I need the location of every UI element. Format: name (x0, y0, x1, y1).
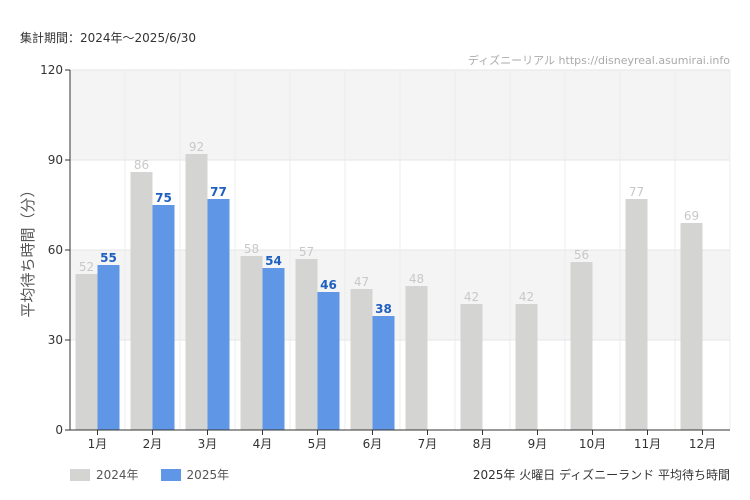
y-tick-label: 120 (40, 63, 63, 77)
bar (152, 205, 175, 430)
bar (75, 274, 98, 430)
y-tick-labels: 0 30 60 90 120 (40, 63, 70, 437)
bar-value-label: 42 (464, 290, 479, 304)
x-tick-label: 4月 (253, 437, 273, 451)
bar (350, 289, 373, 430)
bar (240, 256, 263, 430)
bar (262, 268, 285, 430)
bar (317, 292, 340, 430)
bar (295, 259, 318, 430)
x-tick-label: 7月 (418, 437, 438, 451)
x-tick-label: 12月 (689, 437, 716, 451)
bar-value-label: 57 (299, 245, 314, 259)
legend-label-2025: 2025年 (186, 468, 230, 482)
legend-label-2024: 2024年 (96, 468, 139, 482)
period-label: 集計期間：2024年～2025/6/30 (20, 31, 197, 45)
bar (372, 316, 395, 430)
x-tick-label: 8月 (473, 437, 493, 451)
x-tick-label: 2月 (143, 437, 163, 451)
bar-value-label: 86 (134, 158, 149, 172)
bar (460, 304, 483, 430)
bar (405, 286, 428, 430)
y-tick-label: 30 (48, 333, 63, 347)
value-labels: 52 55 86 75 92 77 58 54 57 46 47 38 48 42 42 56 77 69 (79, 140, 699, 316)
bar-value-label: 69 (684, 209, 699, 223)
bar (185, 154, 208, 430)
legend-item-2024[interactable]: 2024年 (70, 466, 139, 483)
bar-value-label: 77 (629, 185, 644, 199)
bar (130, 172, 153, 430)
bar (570, 262, 593, 430)
bar-value-label: 92 (189, 140, 204, 154)
y-tick-label: 60 (48, 243, 63, 257)
bar (515, 304, 538, 430)
bar (680, 223, 703, 430)
bar-value-label: 38 (375, 302, 392, 316)
bar-value-label: 47 (354, 275, 369, 289)
y-tick-label: 0 (55, 423, 63, 437)
legend-item-2025[interactable]: 2025年 (160, 466, 230, 483)
bar (207, 199, 230, 430)
x-tick-label: 6月 (363, 437, 383, 451)
watermark: ディズニーリアル https://disneyreal.asumirai.inf… (468, 53, 730, 67)
bar-value-label: 42 (519, 290, 534, 304)
x-tick-label: 3月 (198, 437, 218, 451)
bar (97, 265, 120, 430)
legend-swatch-2025 (160, 468, 181, 481)
bar-value-label: 46 (320, 278, 337, 292)
bar-value-label: 48 (409, 272, 424, 286)
x-tick-label: 9月 (528, 437, 548, 451)
legend: 2024年 2025年 (70, 466, 251, 483)
x-tick-label: 11月 (634, 437, 661, 451)
bar-value-label: 77 (210, 185, 227, 199)
bar-value-label: 58 (244, 242, 259, 256)
bar (625, 199, 648, 430)
bar-value-label: 56 (574, 248, 589, 262)
x-tick-labels: 1月 2月 3月 4月 5月 6月 7月 8月 9月 10月 11月 12月 (88, 430, 716, 451)
bar-value-label: 75 (155, 191, 172, 205)
y-axis-label: 平均待ち時間（分） (19, 182, 37, 317)
chart-footer-title: 2025年 火曜日 ディズニーランド 平均待ち時間 (472, 468, 730, 482)
bars (75, 154, 703, 430)
x-tick-label: 5月 (308, 437, 328, 451)
x-tick-label: 10月 (579, 437, 606, 451)
bar-value-label: 52 (79, 260, 94, 274)
legend-swatch-2024 (70, 468, 90, 481)
x-tick-label: 1月 (88, 437, 108, 451)
bar-value-label: 55 (100, 251, 117, 265)
bar-value-label: 54 (265, 254, 282, 268)
y-tick-label: 90 (48, 153, 63, 167)
